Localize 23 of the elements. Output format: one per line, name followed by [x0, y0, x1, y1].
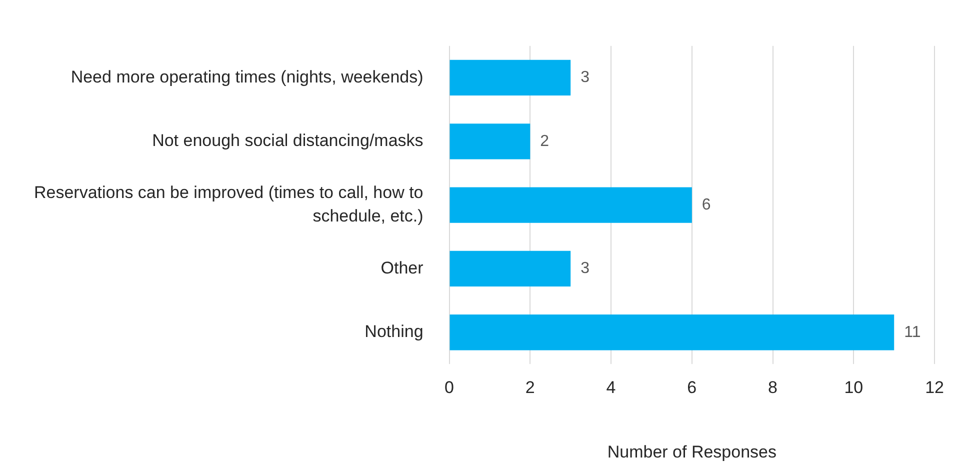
y-tick-label: Need more operating times (nights, weekends): [70, 67, 424, 86]
x-tick-label: 4: [606, 378, 616, 398]
data-label: 11: [904, 324, 921, 341]
bar: [450, 187, 692, 223]
x-tick-label: 8: [768, 378, 778, 398]
data-label: 6: [702, 196, 711, 214]
bar: [450, 250, 571, 287]
x-tick-label: 0: [444, 378, 454, 398]
x-tick-label: 6: [687, 378, 697, 398]
y-tick-label: Reservations can be improved (times to call, how to schedule, etc.): [34, 182, 424, 226]
x-tick-label: 10: [844, 378, 864, 398]
y-tick-label: Other: [380, 258, 424, 278]
data-label: 3: [580, 69, 590, 86]
x-tick-label: 12: [925, 378, 944, 398]
x-tick-label: 2: [525, 378, 535, 398]
y-tick-label: Nothing: [364, 322, 424, 342]
x-axis-title: Number of Responses: [607, 442, 776, 462]
bar: [450, 60, 571, 96]
data-label: 2: [540, 132, 550, 150]
bar: [450, 124, 530, 160]
data-label: 3: [580, 260, 590, 278]
y-tick-label: Not enough social distancing/masks: [152, 131, 424, 150]
bar: [450, 314, 894, 350]
